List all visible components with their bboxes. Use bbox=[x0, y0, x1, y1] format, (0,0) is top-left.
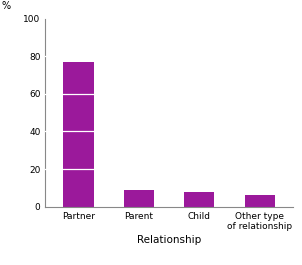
Bar bbox=[184, 192, 214, 207]
Bar bbox=[63, 62, 94, 207]
Bar bbox=[245, 195, 275, 207]
X-axis label: Relationship: Relationship bbox=[137, 235, 201, 245]
Y-axis label: %: % bbox=[1, 1, 10, 11]
Bar bbox=[124, 190, 154, 207]
